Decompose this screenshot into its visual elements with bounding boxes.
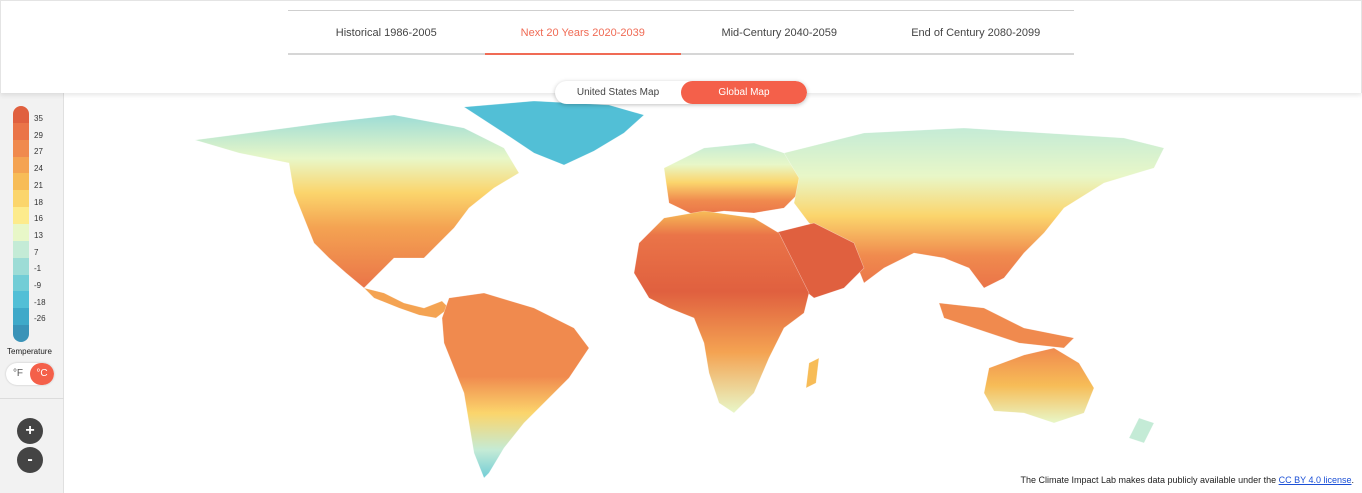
legend-color-step bbox=[13, 325, 29, 342]
united-states-map-option[interactable]: United States Map bbox=[576, 87, 660, 98]
legend-value-label: 27 bbox=[34, 147, 43, 157]
legend-title: Temperature bbox=[7, 347, 52, 356]
unit-toggle: °F °C bbox=[6, 363, 54, 385]
legend-value-label: -18 bbox=[34, 297, 46, 307]
legend-color-step bbox=[13, 291, 29, 309]
fahrenheit-option[interactable]: °F bbox=[12, 368, 24, 379]
map-type-toggle: United States Map Global Map bbox=[555, 81, 807, 104]
world-map-svg[interactable] bbox=[64, 93, 1362, 493]
legend-color-step bbox=[13, 173, 29, 191]
legend-value-label: 21 bbox=[34, 180, 43, 190]
legend-value-label: 24 bbox=[34, 164, 43, 174]
legend-color-step bbox=[13, 274, 29, 292]
landmass-africa[interactable] bbox=[633, 210, 810, 414]
celsius-option[interactable]: °C bbox=[30, 363, 54, 385]
legend-color-step bbox=[13, 190, 29, 208]
legend-color-step bbox=[13, 139, 29, 157]
period-header: Historical 1986-2005 Next 20 Years 2020-… bbox=[0, 0, 1362, 93]
legend-color-step bbox=[13, 156, 29, 174]
global-temperature-map[interactable] bbox=[64, 93, 1362, 493]
landmass-north-america[interactable] bbox=[194, 114, 520, 289]
legend-value-label: 35 bbox=[34, 114, 43, 123]
legend-value-label: -1 bbox=[34, 264, 42, 274]
legend-color-step bbox=[13, 224, 29, 241]
landmass-europe[interactable] bbox=[663, 142, 805, 216]
landmass-indonesia[interactable] bbox=[938, 302, 1075, 349]
legend-value-label: 16 bbox=[34, 214, 43, 224]
legend-value-label: -9 bbox=[34, 281, 42, 290]
tab-historical[interactable]: Historical 1986-2005 bbox=[335, 27, 437, 39]
legend-value-label: 18 bbox=[34, 197, 43, 207]
zoom-in-button[interactable]: + bbox=[17, 418, 43, 444]
legend-color-step bbox=[13, 308, 29, 326]
license-suffix: . bbox=[1351, 475, 1354, 485]
legend-value-label: 29 bbox=[34, 130, 43, 140]
license-text: The Climate Impact Lab makes data public… bbox=[1020, 475, 1279, 485]
tab-next-20-years[interactable]: Next 20 Years 2020-2039 bbox=[484, 11, 682, 55]
legend-color-step bbox=[13, 257, 29, 275]
landmass-south-america[interactable] bbox=[441, 292, 590, 479]
legend-color-step bbox=[13, 207, 29, 225]
zoom-out-button[interactable]: - bbox=[17, 447, 43, 473]
global-map-option[interactable]: Global Map bbox=[681, 81, 807, 104]
landmass-australia[interactable] bbox=[983, 347, 1095, 424]
tab-mid-century[interactable]: Mid-Century 2040-2059 bbox=[721, 27, 838, 39]
landmass-madagascar[interactable] bbox=[805, 357, 820, 389]
period-tabs: Historical 1986-2005 Next 20 Years 2020-… bbox=[288, 10, 1074, 55]
legend-value-label: 7 bbox=[34, 247, 39, 257]
landmass-new-zealand[interactable] bbox=[1128, 417, 1155, 444]
license-link[interactable]: CC BY 4.0 license bbox=[1278, 475, 1352, 485]
legend-color-step bbox=[13, 240, 29, 258]
tab-end-of-century[interactable]: End of Century 2080-2099 bbox=[911, 27, 1041, 39]
panel-divider bbox=[0, 398, 64, 399]
legend-value-label: 13 bbox=[34, 230, 43, 240]
legend-color-step bbox=[13, 122, 29, 140]
legend-color-step bbox=[13, 106, 29, 123]
legend-value-label: -26 bbox=[34, 314, 46, 324]
legend-panel: 35 29 27 24 21 18 16 13 7 -1 -9 -18 -26 Temperature … bbox=[0, 93, 64, 493]
landmass-central-america[interactable] bbox=[363, 287, 450, 319]
temperature-color-scale bbox=[13, 106, 29, 342]
license-note: The Climate Impact Lab makes data public… bbox=[1018, 474, 1356, 486]
